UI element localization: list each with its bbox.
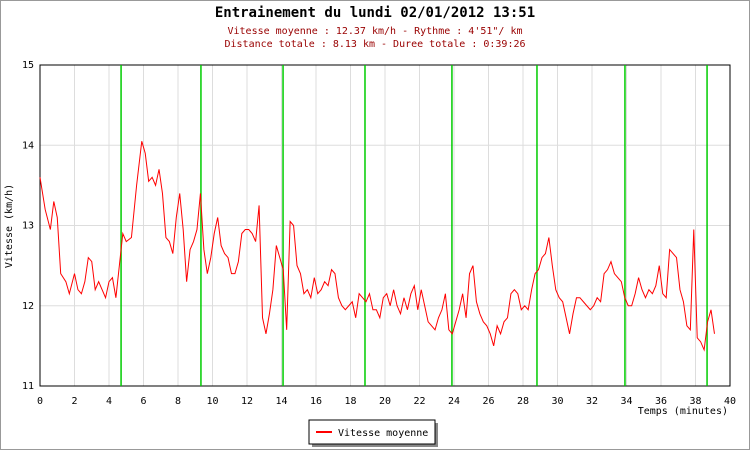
x-tick-label: 30: [551, 396, 563, 407]
y-tick-label: 12: [22, 301, 34, 312]
x-tick-label: 26: [482, 396, 494, 407]
x-tick-label: 28: [517, 396, 529, 407]
subtitle: Vitesse moyenne : 12.37 km/h - Rythme : …: [227, 26, 522, 37]
x-tick-label: 36: [655, 396, 667, 407]
y-tick-label: 11: [22, 381, 34, 392]
y-axis-label: Vitesse (km/h): [4, 184, 15, 268]
plot-border: [39, 64, 731, 387]
x-tick-label: 32: [586, 396, 598, 407]
legend: Vitesse moyenne: [308, 419, 438, 447]
x-tick-label: 22: [413, 396, 425, 407]
x-tick-label: 38: [689, 396, 701, 407]
x-tick-label: 20: [379, 396, 391, 407]
x-tick-label: 14: [275, 396, 287, 407]
x-tick-label: 12: [241, 396, 253, 407]
x-tick-label: 10: [206, 396, 218, 407]
x-tick-label: 16: [310, 396, 322, 407]
x-tick-label: 24: [448, 396, 460, 407]
x-tick-label: 18: [344, 396, 356, 407]
subtitle: Distance totale : 8.13 km - Duree totale…: [224, 39, 525, 50]
x-tick-label: 0: [37, 396, 43, 407]
y-tick-label: 15: [22, 60, 34, 71]
y-tick-label: 13: [22, 221, 34, 232]
x-tick-label: 8: [175, 396, 181, 407]
x-tick-label: 6: [140, 396, 146, 407]
legend-label: Vitesse moyenne: [338, 428, 428, 439]
x-tick-label: 40: [724, 396, 736, 407]
x-tick-label: 2: [71, 396, 77, 407]
x-tick-label: 4: [106, 396, 112, 407]
chart-title: Entrainement du lundi 02/01/2012 13:51: [215, 5, 535, 21]
y-tick-label: 14: [22, 140, 34, 151]
series-line: [39, 141, 715, 352]
x-axis-label: Temps (minutes): [638, 406, 728, 417]
x-tick-label: 34: [620, 396, 632, 407]
